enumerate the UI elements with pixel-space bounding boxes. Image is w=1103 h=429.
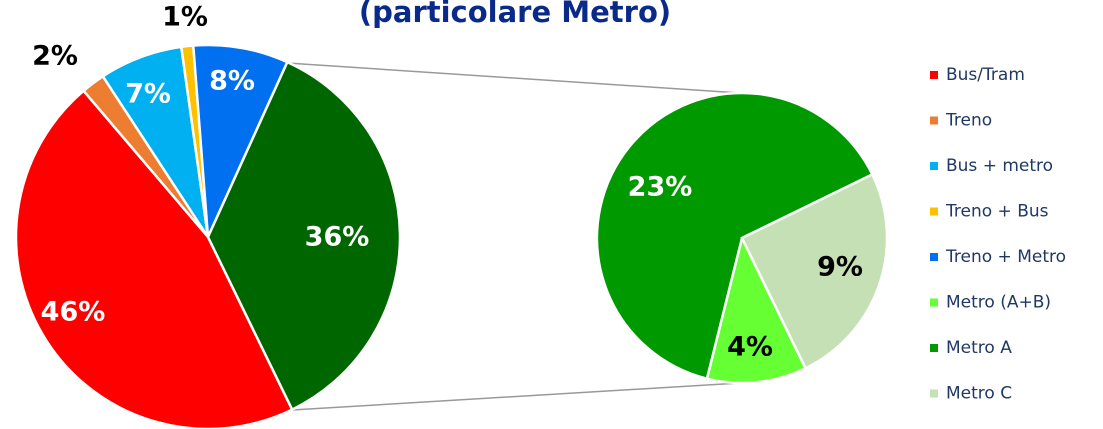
legend-label: Treno <box>945 111 992 131</box>
legend-label: Treno + Bus <box>945 202 1049 222</box>
legend-label: Metro A <box>946 338 1012 358</box>
data-label: 1% <box>162 2 208 33</box>
data-label: 8% <box>209 66 255 97</box>
legend-swatch <box>930 253 938 261</box>
legend-label: Treno + Metro <box>945 247 1066 267</box>
pie-slice <box>705 234 808 385</box>
legend-swatch <box>930 207 938 216</box>
legend-swatch <box>930 116 938 125</box>
data-label: 36% <box>305 222 370 253</box>
legend-swatch <box>930 298 938 307</box>
connector <box>291 382 741 411</box>
pie-slice <box>595 91 874 381</box>
legend-swatch <box>930 389 938 398</box>
pie-slice <box>206 60 402 412</box>
data-label: 4% <box>727 332 773 363</box>
legend-label: Metro C <box>946 384 1012 404</box>
data-label: 7% <box>125 79 171 110</box>
data-label: 46% <box>41 297 106 328</box>
pie-slice <box>191 43 289 238</box>
data-label: 2% <box>32 41 78 72</box>
pie-slice <box>740 172 889 370</box>
legend-swatch <box>930 344 938 352</box>
data-label: 23% <box>628 172 693 203</box>
chart-title: (particolare Metro) <box>359 0 671 29</box>
data-label: 9% <box>817 252 863 283</box>
legend-label: Bus/Tram <box>946 65 1025 85</box>
legend-label: Metro (A+B) <box>946 293 1051 313</box>
legend-label: Bus + metro <box>946 156 1053 176</box>
connector <box>286 62 741 94</box>
legend-swatch <box>930 71 938 79</box>
legend-swatch <box>930 162 938 170</box>
